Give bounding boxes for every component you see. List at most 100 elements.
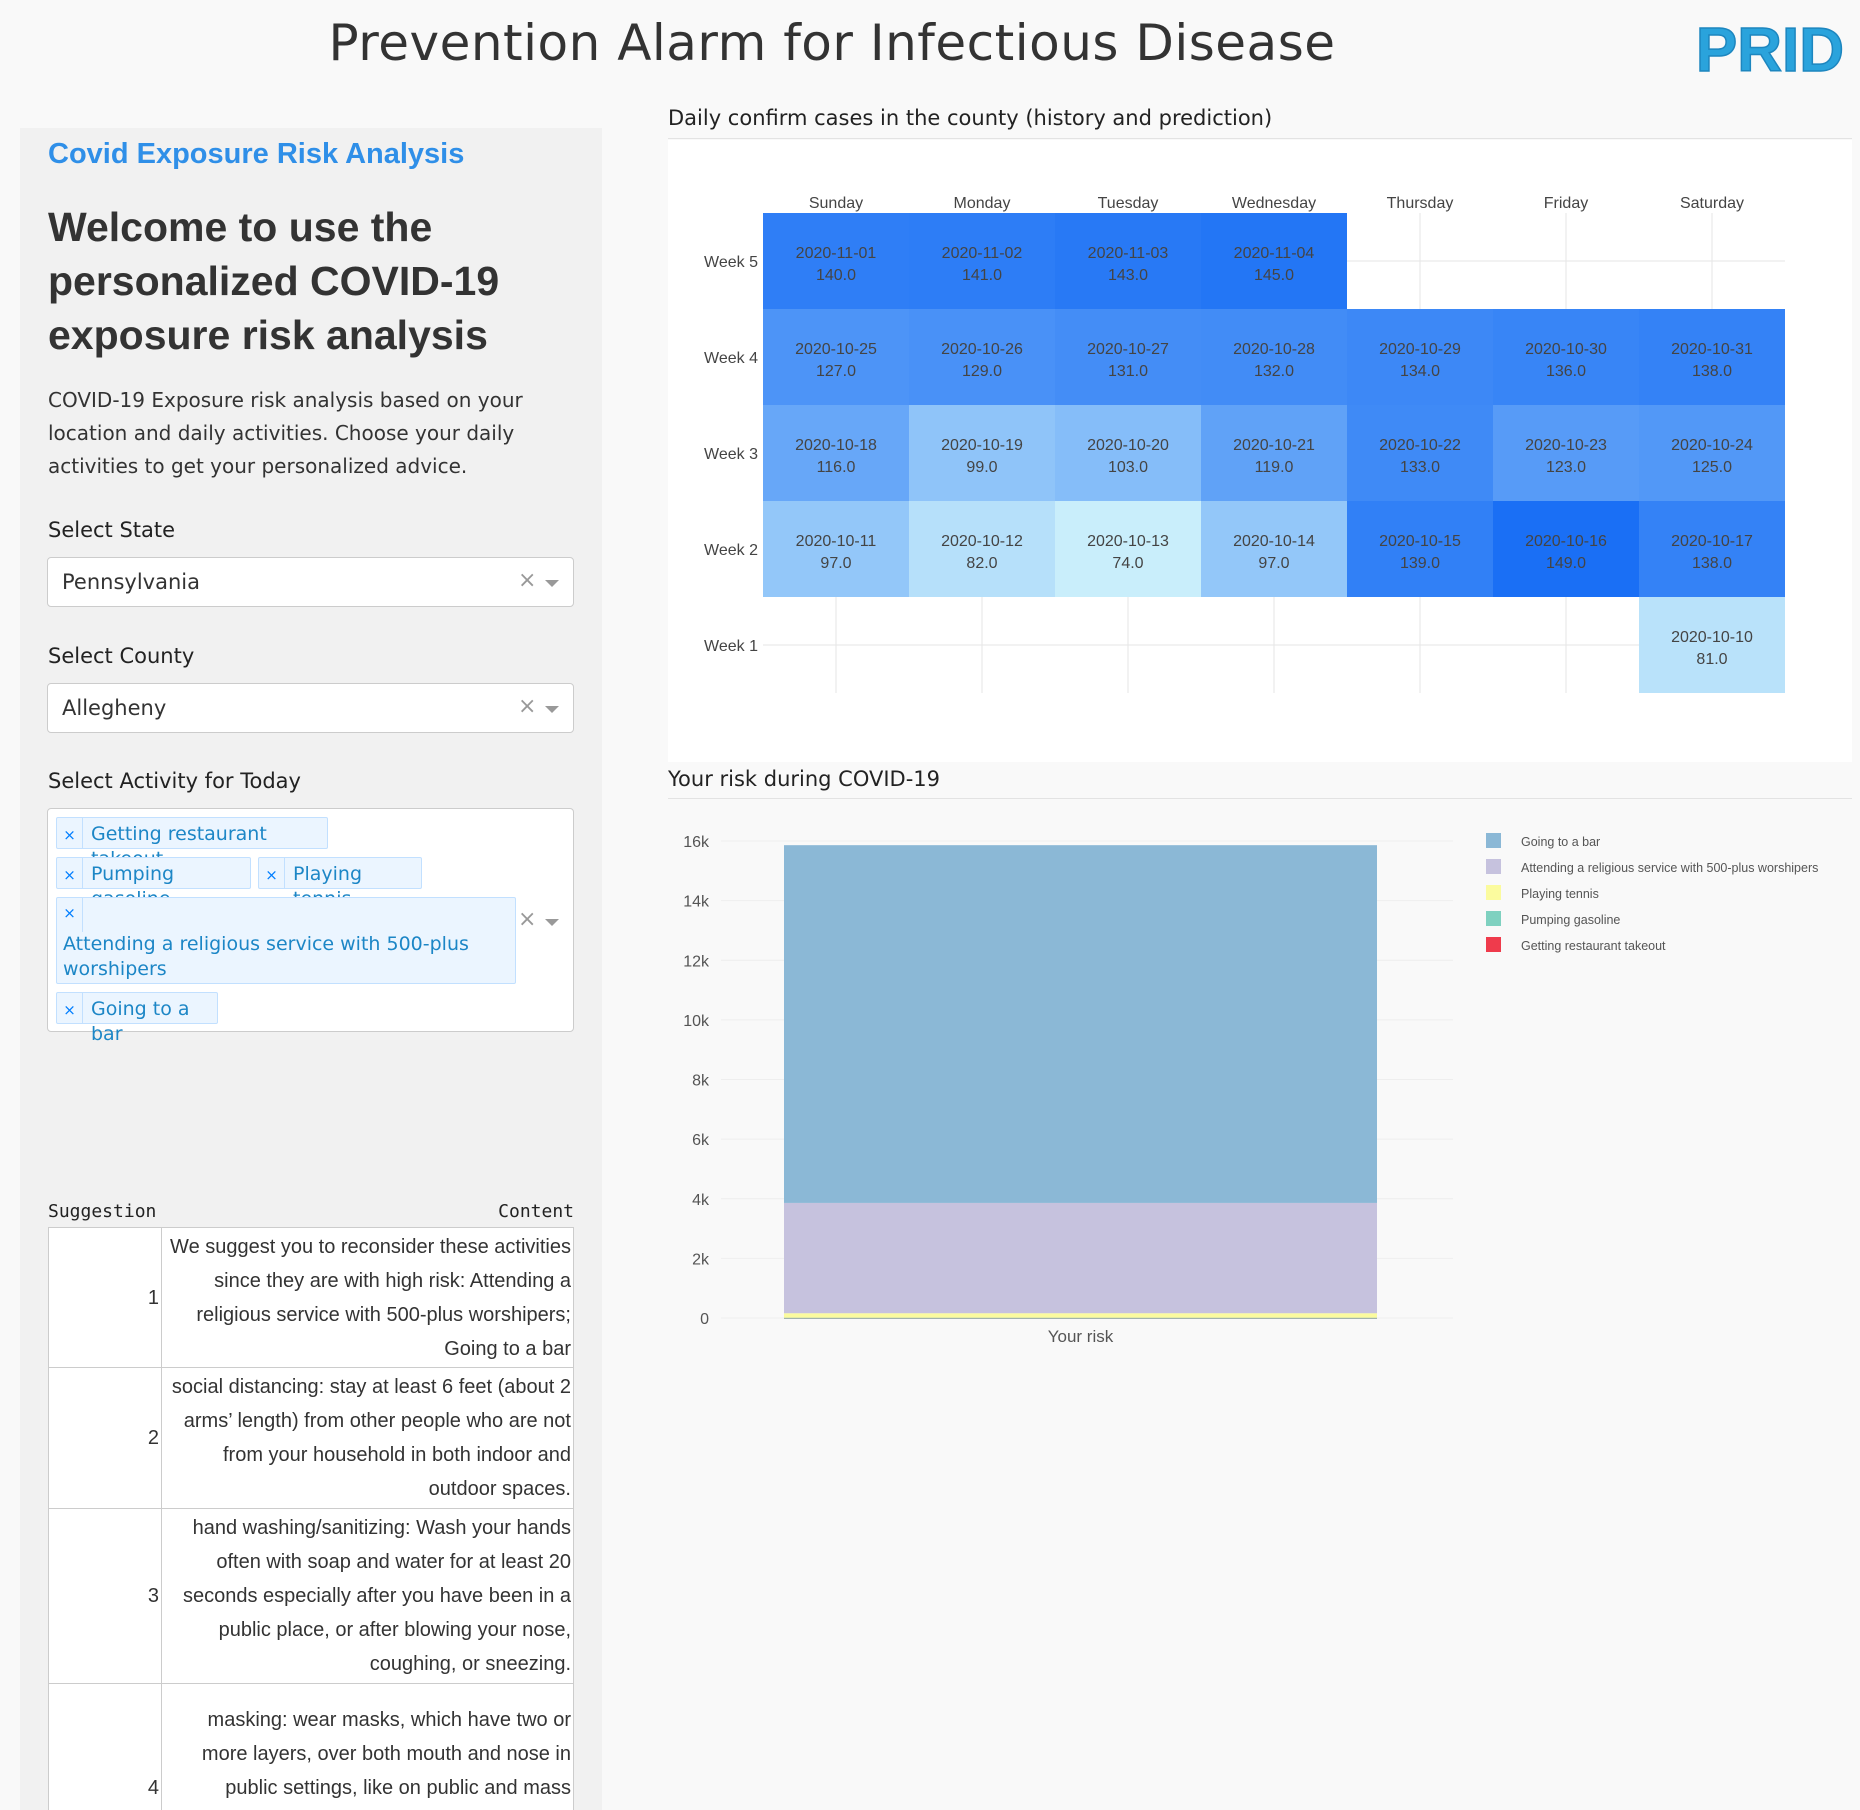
clear-icon[interactable]: ×: [518, 907, 537, 932]
cell-value-label: 133.0: [1400, 459, 1440, 476]
cell-date-label: 2020-10-22: [1379, 437, 1461, 454]
y-tick-label: 4k: [692, 1192, 710, 1209]
day-tick-label: Sunday: [809, 195, 863, 212]
row-number: 2: [48, 1367, 162, 1509]
week-tick-label: Week 1: [704, 638, 758, 655]
clear-icon[interactable]: ×: [518, 568, 537, 593]
heatmap-cell: [1055, 405, 1201, 501]
activity-label: Select Activity for Today: [48, 769, 301, 793]
y-tick-label: 0: [700, 1311, 709, 1328]
cell-value-label: 140.0: [816, 267, 856, 284]
cell-value-label: 125.0: [1692, 459, 1732, 476]
heatmap-cell: [1639, 405, 1785, 501]
remove-tag-icon[interactable]: ×: [57, 993, 83, 1023]
sidebar-heading: Covid Exposure Risk Analysis: [48, 138, 465, 170]
heatmap-cell: [1493, 405, 1639, 501]
cell-value-label: 99.0: [966, 459, 997, 476]
state-value: Pennsylvania: [62, 570, 200, 594]
cell-value-label: 103.0: [1108, 459, 1148, 476]
cell-date-label: 2020-10-27: [1087, 341, 1169, 358]
divider: [668, 798, 1852, 799]
state-dropdown[interactable]: Pennsylvania ×: [47, 557, 574, 607]
heatmap-cell: [909, 309, 1055, 405]
cell-value-label: 81.0: [1696, 651, 1727, 668]
legend-swatch: [1486, 911, 1501, 926]
remove-tag-icon[interactable]: ×: [57, 898, 83, 932]
legend-swatch: [1486, 833, 1501, 848]
cell-date-label: 2020-10-26: [941, 341, 1023, 358]
clear-icon[interactable]: ×: [518, 694, 537, 719]
activity-tag[interactable]: × Going to a bar: [56, 992, 218, 1045]
suggestion-header: Suggestion: [48, 1201, 157, 1222]
chevron-down-icon[interactable]: [545, 580, 559, 587]
table-row: 4 masking: wear masks, which have two or…: [48, 1683, 574, 1810]
remove-tag-icon[interactable]: ×: [57, 858, 83, 888]
heatmap-cell: [1347, 405, 1493, 501]
cell-value-label: 132.0: [1254, 363, 1294, 380]
risk-bar-chart: 0 2k 4k 6k 8k 10k 12k 14k 16k Your risk Going to a…: [683, 833, 1818, 1346]
cell-date-label: 2020-10-23: [1525, 437, 1607, 454]
day-tick-label: Wednesday: [1232, 195, 1316, 212]
cell-date-label: 2020-10-10: [1671, 629, 1753, 646]
app-title: Prevention Alarm for Infectious Disease: [328, 14, 1336, 72]
legend-swatch: [1486, 859, 1501, 874]
cell-value-label: 116.0: [817, 459, 856, 476]
row-content: masking: wear masks, which have two or m…: [161, 1683, 574, 1810]
activity-multiselect[interactable]: × Getting restaurant takeout × Pumping g…: [47, 808, 574, 1045]
x-tick-label: Your risk: [1048, 1327, 1114, 1346]
legend-swatch: [1486, 885, 1501, 900]
y-tick-label: 10k: [683, 1013, 710, 1030]
cell-date-label: 2020-11-01: [796, 245, 877, 262]
county-dropdown[interactable]: Allegheny ×: [47, 683, 574, 733]
cell-value-label: 123.0: [1546, 459, 1586, 476]
cell-date-label: 2020-10-17: [1671, 533, 1753, 550]
week-tick-label: Week 5: [704, 254, 758, 271]
cell-value-label: 129.0: [962, 363, 1002, 380]
suggestion-table: 1 We suggest you to reconsider these act…: [48, 1227, 574, 1810]
chevron-down-icon[interactable]: [545, 706, 559, 713]
table-row: 2 social distancing: stay at least 6 fee…: [48, 1367, 574, 1509]
heatmap-cell: [1493, 309, 1639, 405]
cell-date-label: 2020-10-11: [796, 533, 877, 550]
day-tick-label: Tuesday: [1098, 195, 1159, 212]
row-content: hand washing/sanitizing: Wash your hands…: [161, 1508, 574, 1684]
heatmap-cell: [763, 501, 909, 597]
heatmap-cell: [909, 501, 1055, 597]
heatmap-cell: [1201, 405, 1347, 501]
row-number: 1: [48, 1227, 162, 1368]
state-label: Select State: [48, 518, 176, 542]
tag-label: Going to a bar: [91, 998, 190, 1045]
heatmap-cell: [763, 309, 909, 405]
heatmap-cell: [763, 213, 909, 309]
activity-tag[interactable]: × Getting restaurant takeout: [56, 817, 328, 870]
cell-date-label: 2020-10-20: [1087, 437, 1169, 454]
bar-segment: [784, 1202, 1377, 1314]
cell-value-label: 136.0: [1546, 363, 1586, 380]
heatmap-cell: [1201, 309, 1347, 405]
welcome-heading: Welcome to use the personalized COVID-19…: [48, 204, 500, 358]
legend-label: Attending a religious service with 500-p…: [1521, 861, 1818, 875]
activity-tag[interactable]: × Attending a religious service with 500…: [56, 897, 516, 984]
cell-value-label: 149.0: [1546, 555, 1586, 572]
y-tick-label: 8k: [692, 1073, 710, 1090]
activity-tag[interactable]: × Pumping gasoline: [56, 857, 251, 910]
cell-value-label: 74.0: [1112, 555, 1143, 572]
logo-text: PRID: [1696, 16, 1844, 82]
week-tick-label: Week 4: [704, 350, 758, 367]
cell-date-label: 2020-10-30: [1525, 341, 1607, 358]
cell-date-label: 2020-10-21: [1233, 437, 1315, 454]
bar-segment: [784, 1313, 1377, 1318]
heatmap-cell: [1055, 309, 1201, 405]
chevron-down-icon[interactable]: [545, 919, 559, 926]
cell-date-label: 2020-10-14: [1233, 533, 1315, 550]
heatmap-cell: [1055, 213, 1201, 309]
bar-segment: [784, 845, 1377, 1203]
remove-tag-icon[interactable]: ×: [259, 858, 285, 888]
heatmap-cell: [1201, 501, 1347, 597]
county-value: Allegheny: [62, 696, 167, 720]
heatmap-cell: [763, 405, 909, 501]
remove-tag-icon[interactable]: ×: [57, 818, 83, 848]
legend-label: Playing tennis: [1521, 887, 1599, 901]
calendar-chart-panel: 2020-11-01 140.0 2020-11-02 141.0 2020-11-03…: [668, 140, 1852, 762]
activity-tag[interactable]: × Playing tennis: [258, 857, 422, 910]
